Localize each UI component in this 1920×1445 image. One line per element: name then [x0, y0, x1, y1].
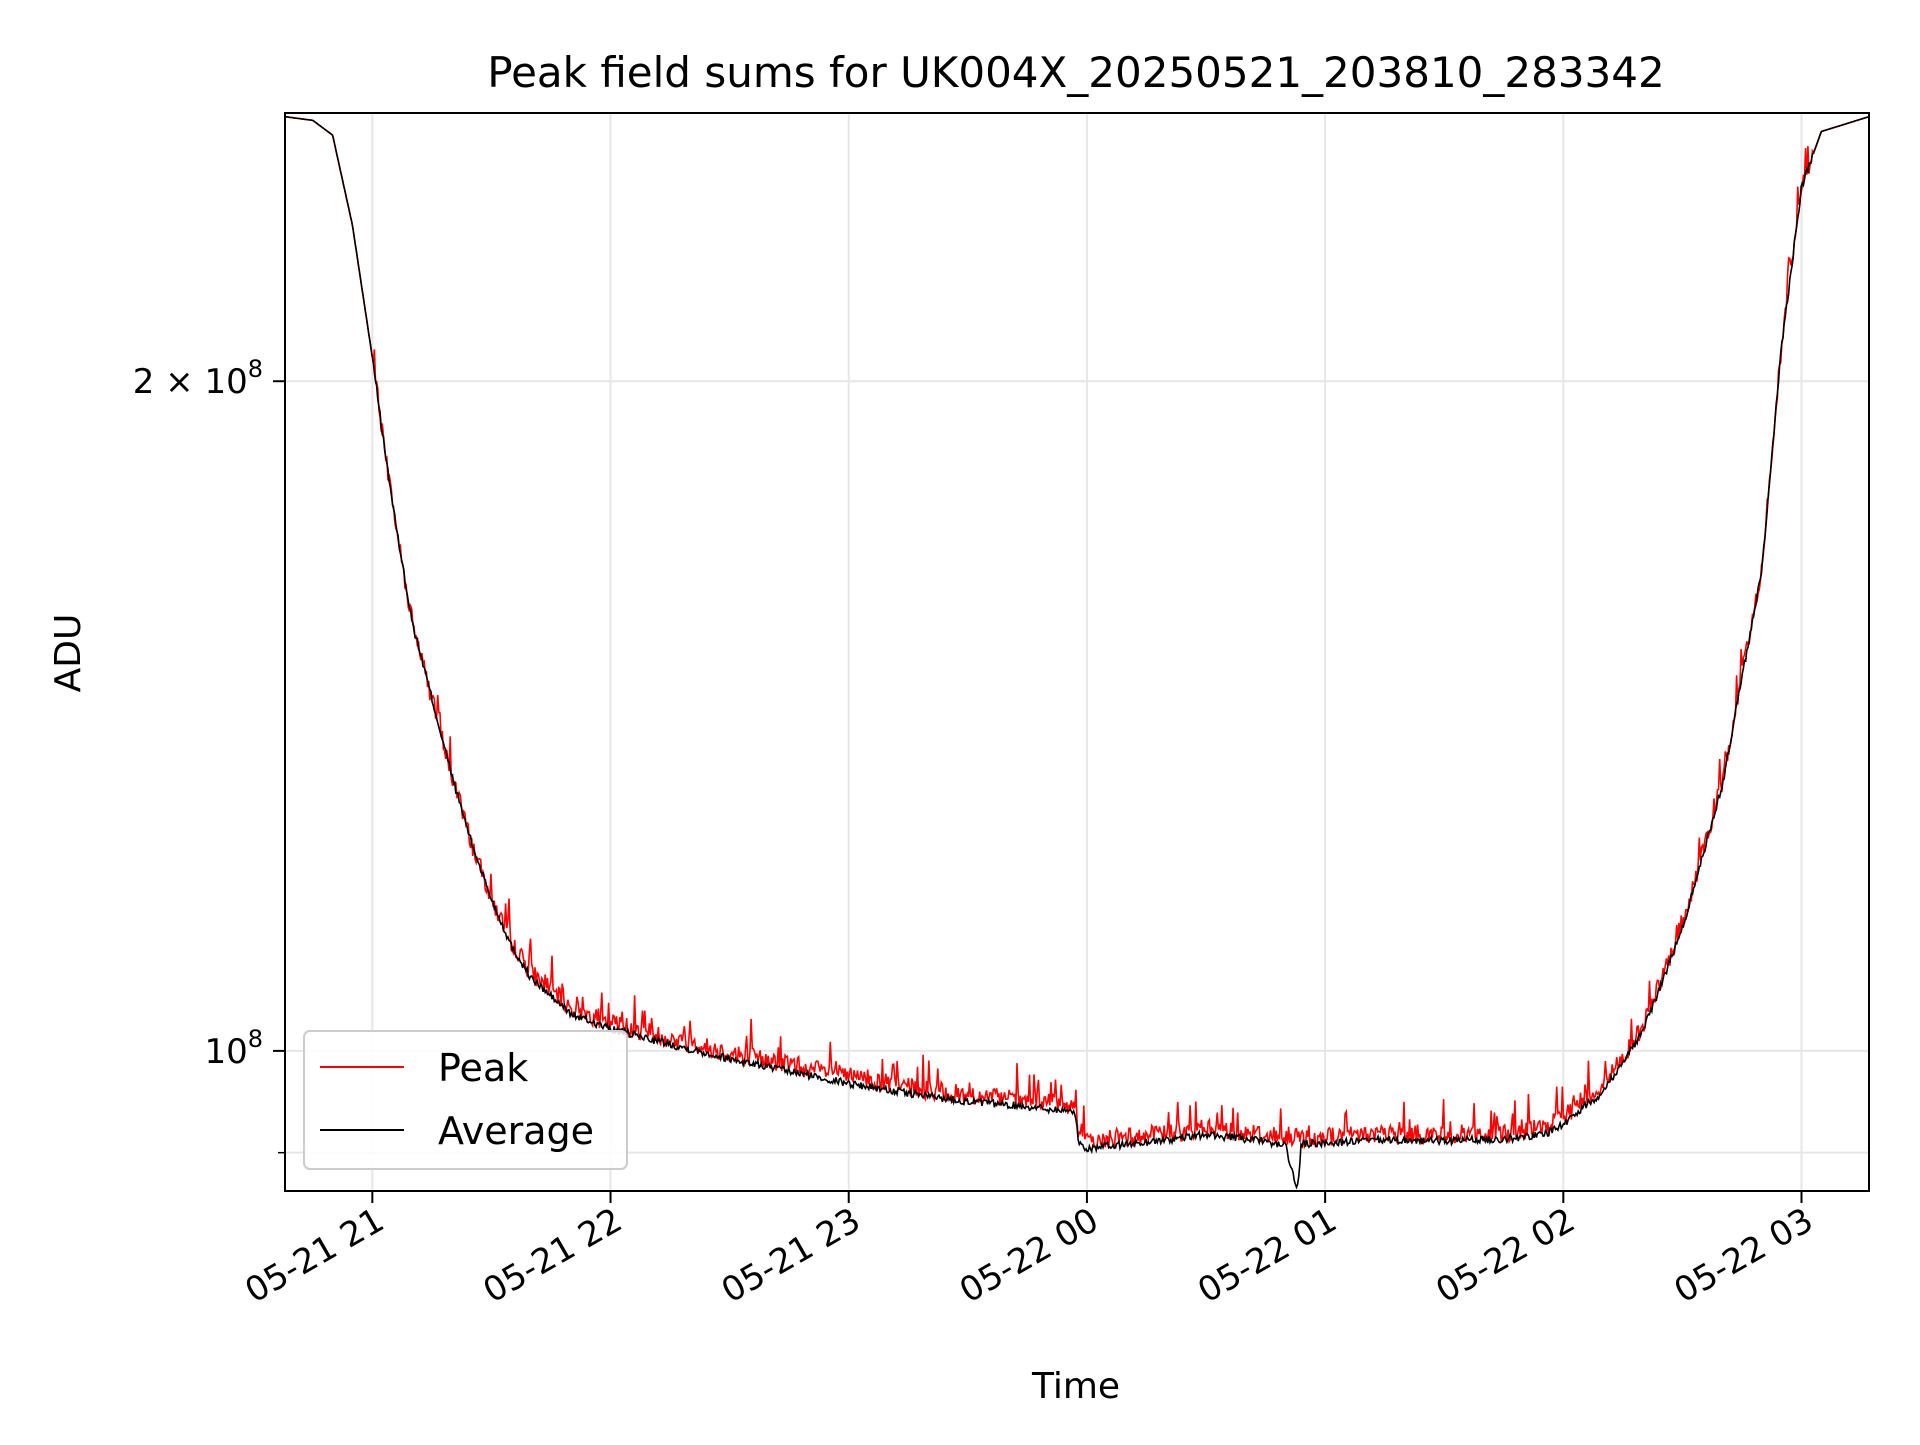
chart-title: Peak field sums for UK004X_20250521_2038… [487, 48, 1664, 97]
y-axis-ticks: 108 2 × 108 [133, 355, 285, 1152]
legend: Peak Average [304, 1031, 627, 1169]
x-tick-label: 05-22 00 [953, 1200, 1105, 1311]
x-tick-label: 05-21 23 [715, 1200, 867, 1311]
y-axis-label: ADU [48, 614, 89, 693]
y-tick-label: 108 [204, 1025, 263, 1072]
legend-label-peak: Peak [438, 1046, 528, 1090]
x-tick-label: 05-21 22 [477, 1200, 629, 1311]
y-tick-label: 2 × 108 [133, 355, 263, 402]
legend-label-average: Average [438, 1109, 594, 1153]
x-axis-label: Time [1031, 1366, 1120, 1407]
x-axis-ticks: 05-21 21 05-21 22 05-21 23 05-22 00 05-22 01… [238, 1191, 1820, 1311]
x-tick-label: 05-22 01 [1191, 1200, 1343, 1311]
series-line-peak [285, 117, 1869, 1149]
x-tick-label: 05-22 02 [1429, 1200, 1581, 1311]
x-tick-label: 05-22 03 [1668, 1200, 1820, 1311]
x-tick-label: 05-21 21 [238, 1200, 390, 1311]
plot-series [285, 117, 1869, 1188]
